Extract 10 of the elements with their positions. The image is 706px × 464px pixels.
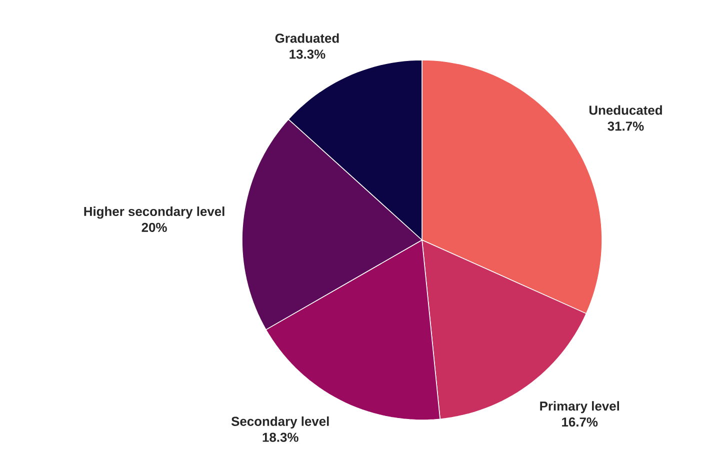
data-label: 16.7%: [562, 417, 598, 427]
data-label: 13.3%: [290, 50, 326, 59]
data-label: 20%: [142, 222, 167, 232]
slice-label: Graduated: [275, 33, 339, 43]
data-label: 31.7%: [608, 122, 644, 131]
data-label: 18.3%: [262, 432, 298, 442]
slice-label: Uneducated: [589, 105, 662, 115]
slice-label: Higher secondary level: [84, 206, 224, 219]
slice-label: Primary level: [540, 401, 620, 414]
slice-label: Secondary level: [231, 416, 329, 429]
